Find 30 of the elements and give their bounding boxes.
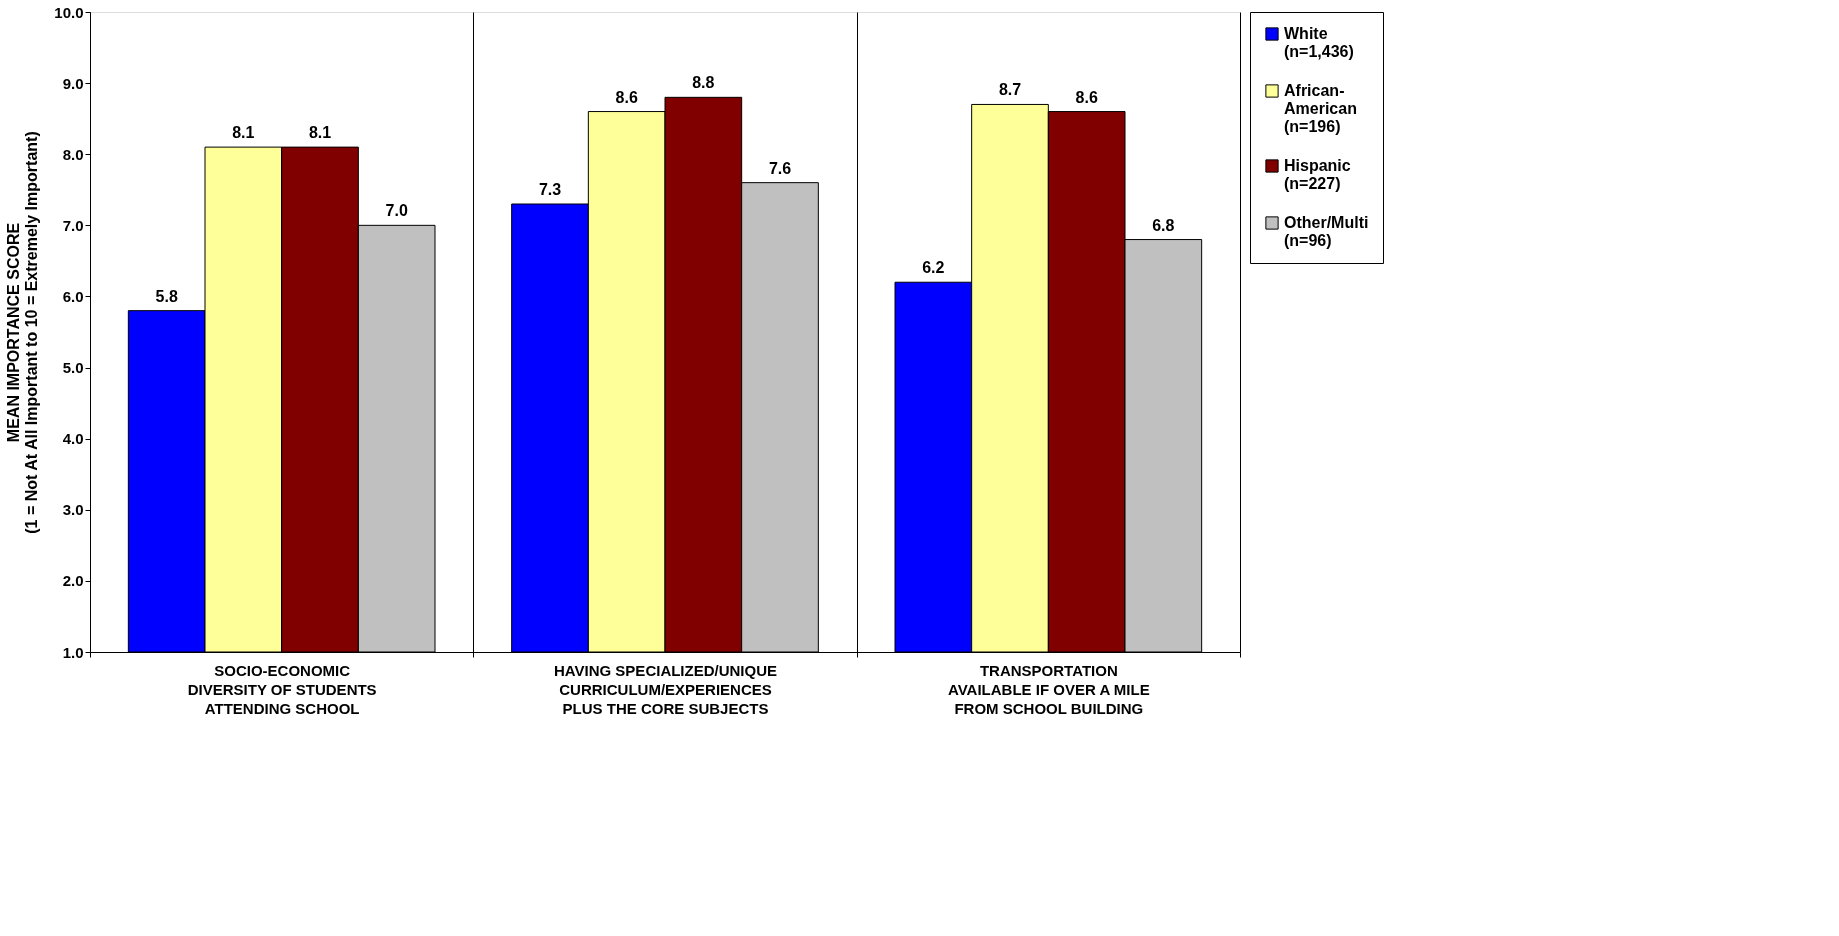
data-label: 7.0: [385, 202, 408, 220]
y-tick-label: 10.0: [54, 3, 84, 21]
data-label: 6.8: [1152, 216, 1175, 234]
y-axis-title: MEAN IMPORTANCE SCORE (1 = Not At All Important to 10 = Extremely Important): [5, 131, 41, 534]
y-tick-label: 2.0: [62, 572, 84, 590]
y-tick-label: 8.0: [62, 145, 84, 163]
data-label: 8.8: [692, 74, 715, 92]
x-tick-label: SOCIO-ECONOMIC DIVERSITY OF STUDENTS ATTENDING SCHOOL: [187, 661, 377, 717]
data-label: 8.1: [232, 124, 255, 142]
y-tick-label: 5.0: [62, 359, 84, 377]
data-label: 8.6: [1075, 88, 1098, 106]
legend-label: White (n=1,436): [1284, 25, 1354, 60]
y-tick-label: 6.0: [62, 287, 84, 305]
data-label: 5.8: [155, 287, 178, 305]
data-label: 7.3: [538, 181, 562, 198]
y-tick-label: 7.0: [62, 216, 84, 234]
legend-label: African- American (n=196): [1284, 82, 1357, 135]
data-label: 6.2: [922, 259, 945, 277]
y-tick-label: 4.0: [62, 430, 84, 448]
x-tick-label: TRANSPORTATION AVAILABLE IF OVER A MILE FROM SCHOOL BUILDING: [948, 661, 1150, 717]
data-label: 8.6: [615, 88, 638, 106]
data-label: 7.6: [768, 159, 792, 177]
data-label: 8.1: [308, 124, 332, 142]
y-tick-label: 9.0: [62, 74, 84, 92]
x-tick-label: HAVING SPECIALIZED/UNIQUE CURRICULUM/EXPERIENCES PLUS THE CORE SUBJECTS: [553, 661, 778, 717]
y-tick-label: 3.0: [62, 501, 84, 519]
legend-label: Hispanic (n=227): [1284, 157, 1351, 192]
y-tick-label: 1.0: [62, 643, 84, 661]
legend-label: Other/Multi (n=96): [1284, 214, 1369, 249]
data-label: 8.7: [998, 81, 1022, 99]
